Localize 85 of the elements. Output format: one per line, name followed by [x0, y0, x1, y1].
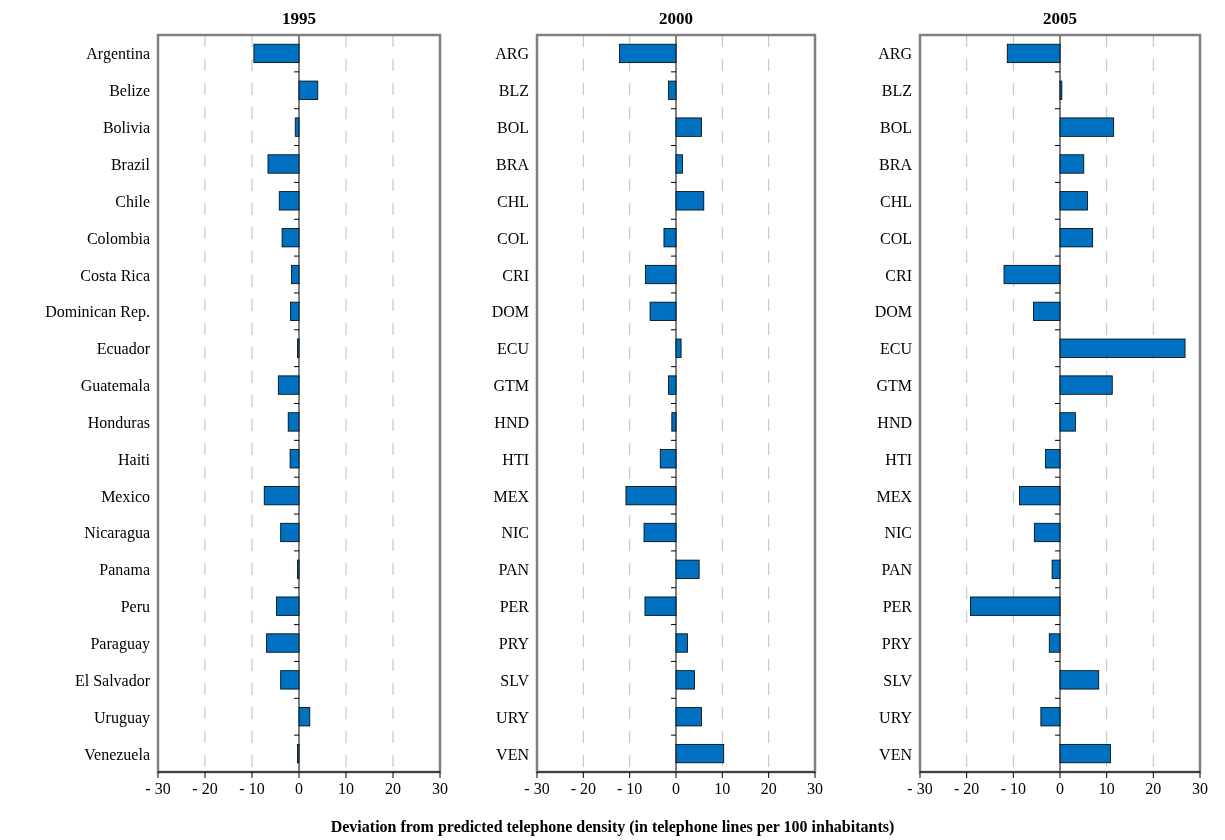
y-tick-label: HTI: [885, 450, 912, 468]
y-tick-label: COL: [880, 229, 912, 247]
y-tick-label: BOL: [497, 119, 529, 137]
x-tick-label: 20: [760, 780, 777, 797]
y-tick-label: NIC: [501, 524, 529, 542]
y-tick-label: BLZ: [498, 82, 529, 100]
y-tick-label: ECU: [880, 340, 913, 358]
y-tick-label: BRA: [496, 155, 530, 173]
x-tick-label: - 30: [907, 780, 933, 797]
y-tick-label: SLV: [500, 671, 530, 689]
y-tick-label: VEN: [879, 745, 913, 763]
y-tick-label: SLV: [883, 671, 913, 689]
y-tick-label: GTM: [876, 377, 912, 395]
y-tick-label: MEX: [876, 487, 913, 505]
y-tick-label: Peru: [120, 598, 150, 616]
y-tick-label: PER: [499, 598, 530, 616]
y-tick-label: Uruguay: [94, 708, 150, 727]
y-tick-label: URY: [496, 708, 530, 726]
y-tick-label: DOM: [491, 303, 529, 321]
x-tick-label: - 20: [192, 780, 218, 797]
chart-title: 2005: [1043, 9, 1077, 28]
y-tick-label: PAN: [498, 561, 530, 579]
x-tick-label: - 30: [145, 780, 171, 797]
y-tick-label: Costa Rica: [80, 266, 150, 284]
y-tick-label: Dominican Rep.: [45, 303, 150, 322]
y-tick-label: CHL: [880, 192, 912, 210]
y-tick-label: CHL: [497, 192, 529, 210]
y-tick-label: ARG: [878, 45, 913, 63]
chart-title: 2000: [659, 9, 693, 28]
x-tick-label: - 20: [954, 780, 980, 797]
x-tick-label: - 10: [239, 780, 265, 797]
y-tick-label: Panama: [99, 561, 150, 579]
x-tick-label: 30: [432, 780, 448, 797]
x-tick-label: - 30: [524, 780, 550, 797]
y-tick-label: BOL: [880, 119, 912, 137]
chart-title: 1995: [282, 9, 316, 28]
y-tick-label: Belize: [109, 82, 150, 100]
y-tick-label: Brazil: [110, 155, 151, 173]
y-tick-label: ARG: [495, 45, 530, 63]
y-tick-label: VEN: [496, 745, 530, 763]
y-tick-label: Argentina: [86, 45, 150, 64]
x-tick-label: 0: [1056, 780, 1064, 797]
y-tick-label: Haiti: [118, 450, 151, 468]
x-tick-label: 30: [807, 780, 823, 797]
y-tick-label: Venezuela: [84, 745, 150, 763]
y-tick-label: PAN: [881, 561, 913, 579]
x-tick-label: 10: [714, 780, 731, 797]
y-tick-label: HND: [877, 413, 912, 431]
y-tick-label: MEX: [493, 487, 530, 505]
y-tick-label: PRY: [498, 635, 530, 653]
y-tick-label: Bolivia: [102, 119, 150, 137]
y-tick-label: ECU: [497, 340, 530, 358]
x-tick-label: 10: [1098, 780, 1115, 797]
y-tick-label: Guatemala: [80, 377, 150, 395]
y-tick-label: BRA: [879, 155, 913, 173]
y-tick-label: PRY: [881, 635, 913, 653]
y-tick-label: DOM: [874, 303, 912, 321]
y-tick-label: El Salvador: [74, 671, 151, 689]
y-tick-label: Chile: [115, 192, 150, 210]
y-tick-label: COL: [497, 229, 529, 247]
x-tick-label: 10: [338, 780, 354, 797]
x-tick-label: - 10: [617, 780, 643, 797]
x-tick-label: - 10: [1000, 780, 1026, 797]
x-tick-label: - 20: [570, 780, 596, 797]
y-tick-label: Mexico: [101, 487, 150, 505]
x-axis-title: Deviation from predicted telephone density (in telephone lines per 100 inhabitants): [330, 818, 895, 836]
y-tick-label: NIC: [884, 524, 912, 542]
y-tick-label: GTM: [493, 377, 529, 395]
x-tick-label: 0: [295, 780, 303, 797]
y-tick-label: URY: [879, 708, 913, 726]
y-tick-label: Ecuador: [96, 340, 151, 358]
x-tick-label: 20: [385, 780, 401, 797]
y-tick-label: PER: [882, 598, 913, 616]
x-tick-label: 20: [1145, 780, 1162, 797]
y-tick-label: CRI: [885, 266, 912, 284]
y-tick-label: Colombia: [86, 229, 150, 247]
y-tick-label: Honduras: [87, 413, 150, 431]
x-tick-label: 0: [672, 780, 680, 797]
y-tick-label: Paraguay: [90, 635, 150, 654]
y-tick-label: HTI: [502, 450, 529, 468]
y-tick-label: BLZ: [881, 82, 912, 100]
x-tick-label: 30: [1192, 780, 1208, 797]
y-tick-label: HND: [494, 413, 529, 431]
y-tick-label: Nicaragua: [84, 524, 150, 543]
y-tick-label: CRI: [502, 266, 529, 284]
